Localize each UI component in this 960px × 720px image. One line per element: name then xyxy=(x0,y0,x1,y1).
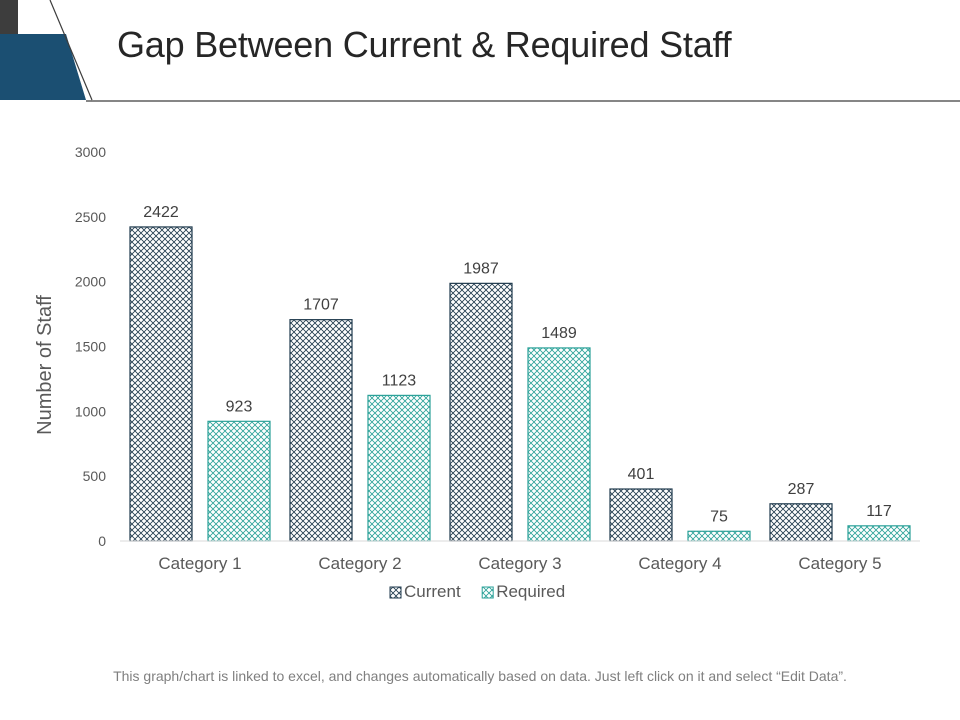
bar-current-5[interactable] xyxy=(769,503,833,542)
bar-current-4[interactable] xyxy=(609,488,673,542)
legend-swatch-current xyxy=(389,586,402,599)
x-tick-label: Category 5 xyxy=(798,554,881,573)
data-label-required-3: 1489 xyxy=(541,325,577,342)
header-diagonal-line xyxy=(49,0,93,101)
legend-item-current[interactable]: Current xyxy=(389,582,461,601)
legend-swatch-required xyxy=(481,586,494,599)
bar-required-5[interactable] xyxy=(847,525,911,542)
x-tick-label: Category 1 xyxy=(158,554,241,573)
y-tick-label: 0 xyxy=(98,533,106,549)
data-label-required-1: 923 xyxy=(226,398,253,415)
y-tick-label: 500 xyxy=(83,468,107,484)
data-label-current-3: 1987 xyxy=(463,260,499,277)
header-decoration xyxy=(0,0,960,102)
footer-note: This graph/chart is linked to excel, and… xyxy=(113,668,847,684)
header-accent-dark xyxy=(0,0,18,34)
x-tick-label: Category 2 xyxy=(318,554,401,573)
bar-required-3[interactable] xyxy=(527,347,591,542)
data-label-current-4: 401 xyxy=(628,466,655,483)
legend-item-required[interactable]: Required xyxy=(481,582,565,601)
data-label-current-5: 287 xyxy=(788,481,815,498)
header-accent-blue xyxy=(0,34,86,100)
y-axis-ticks: 0 500 1000 1500 2000 2500 3000 xyxy=(75,144,106,549)
data-label-required-4: 75 xyxy=(710,508,728,525)
bar-chart[interactable]: Number of Staff 0 500 1000 1500 2000 2500 3000… xyxy=(0,110,960,630)
y-tick-label: 2500 xyxy=(75,209,106,225)
bar-required-4[interactable] xyxy=(687,530,751,542)
x-tick-label: Category 4 xyxy=(638,554,721,573)
legend-label-current: Current xyxy=(404,582,461,601)
bar-required-1[interactable] xyxy=(207,420,271,542)
bar-current-3[interactable] xyxy=(449,282,513,542)
x-tick-label: Category 3 xyxy=(478,554,561,573)
bar-current-2[interactable] xyxy=(289,319,353,542)
legend[interactable]: Current Required xyxy=(389,582,565,601)
y-axis-title-group: Number of Staff xyxy=(34,295,56,435)
data-label-required-2: 1123 xyxy=(382,372,417,389)
legend-label-required: Required xyxy=(496,582,565,601)
y-tick-label: 1500 xyxy=(75,339,106,355)
y-tick-label: 3000 xyxy=(75,144,106,160)
x-axis-ticks: Category 1 Category 2 Category 3 Category 4… xyxy=(158,554,881,573)
y-tick-label: 2000 xyxy=(75,274,106,290)
data-labels: 2422 923 1707 1123 1987 1489 401 75 287 117 xyxy=(143,204,892,525)
y-axis-title: Number of Staff xyxy=(34,295,56,435)
page-title: Gap Between Current & Required Staff xyxy=(117,24,732,65)
data-label-required-5: 117 xyxy=(866,503,892,520)
bars xyxy=(129,226,911,542)
data-label-current-2: 1707 xyxy=(303,297,339,314)
data-label-current-1: 2422 xyxy=(143,204,179,221)
bar-current-1[interactable] xyxy=(129,226,193,542)
y-tick-label: 1000 xyxy=(75,403,106,419)
bar-required-2[interactable] xyxy=(367,394,431,542)
